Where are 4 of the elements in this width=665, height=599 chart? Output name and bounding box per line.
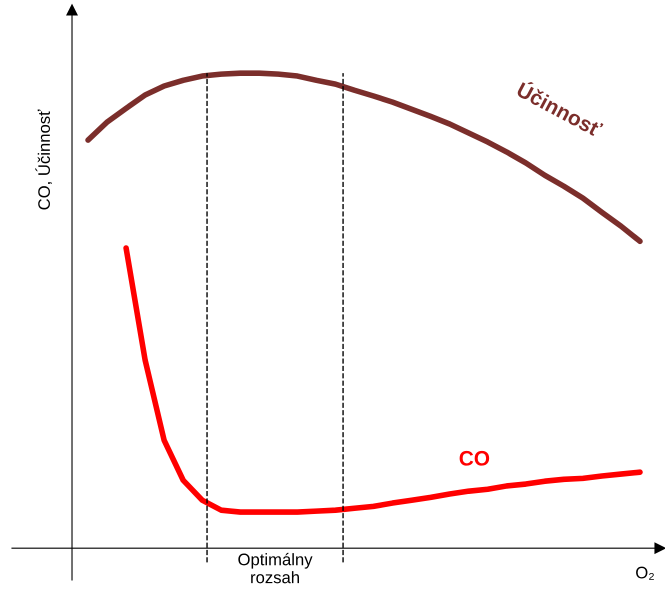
- y-axis-title: CO, Účinnosť: [35, 109, 52, 210]
- x-axis-title: O₂: [636, 566, 654, 580]
- series-label: CO: [460, 450, 490, 466]
- text: Optimálny rozsah: [238, 552, 313, 584]
